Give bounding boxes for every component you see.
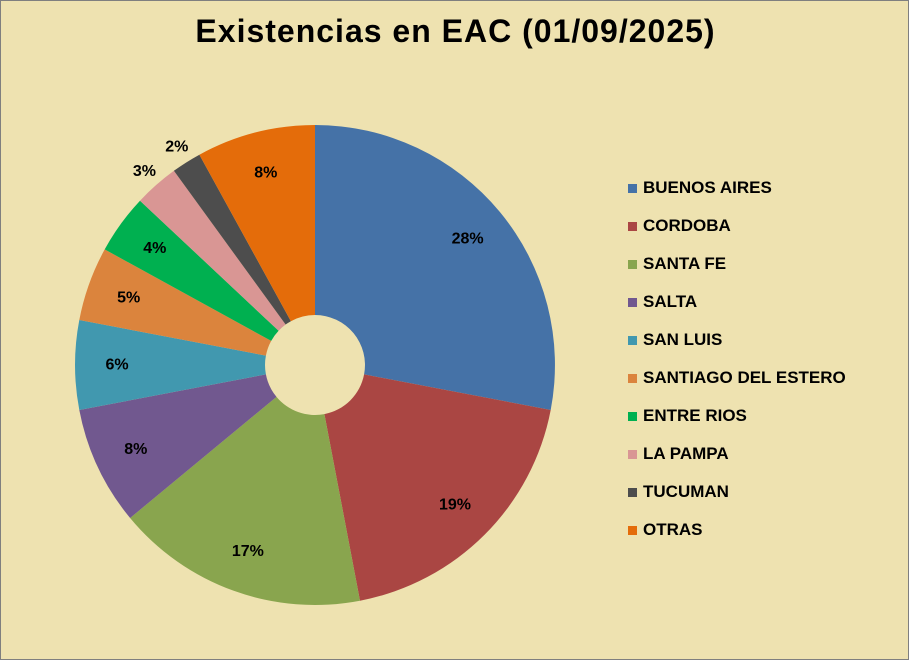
legend-swatch bbox=[628, 221, 637, 231]
legend-label: BUENOS AIRES bbox=[643, 178, 772, 197]
legend-item-otras: OTRAS bbox=[628, 511, 846, 549]
legend-swatch bbox=[628, 449, 637, 459]
data-label-entre-rios: 4% bbox=[143, 240, 166, 257]
pie-slice-la-pampa bbox=[140, 170, 286, 331]
legend-item-santa-fe: SANTA FE bbox=[628, 245, 846, 283]
pie-slice-san-luis bbox=[75, 320, 266, 410]
pie-slice-salta bbox=[79, 374, 277, 518]
pie-slice-santiago-del-estero bbox=[79, 249, 272, 356]
legend-label: SANTA FE bbox=[643, 254, 727, 273]
data-label-salta: 8% bbox=[124, 441, 147, 458]
chart-title: Existencias en EAC (01/09/2025) bbox=[195, 13, 716, 49]
legend-item-santiago-del-estero: SANTIAGO DEL ESTERO bbox=[628, 359, 846, 397]
pie-slice-santa-fe bbox=[130, 396, 360, 605]
data-label-santiago-del-estero: 5% bbox=[117, 289, 140, 306]
legend-label: TUCUMAN bbox=[643, 482, 729, 501]
legend-label: SAN LUIS bbox=[643, 330, 723, 349]
legend-item-salta: SALTA bbox=[628, 283, 846, 321]
legend-label: ENTRE RIOS bbox=[643, 406, 747, 425]
legend-swatch bbox=[628, 487, 637, 497]
pie-slice-cordoba bbox=[324, 374, 551, 601]
legend-item-buenos-aires: BUENOS AIRES bbox=[628, 169, 846, 207]
legend-swatch bbox=[628, 335, 637, 345]
legend-swatch bbox=[628, 259, 637, 269]
data-label-san-luis: 6% bbox=[105, 357, 128, 374]
legend-swatch bbox=[628, 373, 637, 383]
data-label-tucuman: 2% bbox=[165, 139, 188, 156]
legend-item-san-luis: SAN LUIS bbox=[628, 321, 846, 359]
legend-label: LA PAMPA bbox=[643, 444, 729, 463]
legend-swatch bbox=[628, 297, 637, 307]
legend-item-tucuman: TUCUMAN bbox=[628, 473, 846, 511]
legend: BUENOS AIRES CORDOBA SANTA FE SALTA SAN LUIS… bbox=[628, 169, 846, 549]
data-label-cordoba: 19% bbox=[439, 497, 471, 514]
data-label-buenos-aires: 28% bbox=[452, 230, 484, 247]
legend-label: SALTA bbox=[643, 292, 698, 311]
legend-label: OTRAS bbox=[643, 520, 703, 539]
legend-item-la-pampa: LA PAMPA bbox=[628, 435, 846, 473]
data-label-la-pampa: 3% bbox=[133, 163, 156, 180]
pie-slice-otras bbox=[199, 125, 315, 322]
legend-swatch bbox=[628, 525, 637, 535]
pie-slice-tucuman bbox=[173, 154, 291, 325]
legend-swatch bbox=[628, 411, 637, 421]
pie-slice-buenos-aires bbox=[315, 125, 555, 410]
pie-slice-entre-rios bbox=[104, 200, 279, 341]
data-label-santa-fe: 17% bbox=[232, 543, 264, 560]
data-label-otras: 8% bbox=[254, 165, 277, 182]
legend-swatch bbox=[628, 183, 637, 193]
legend-label: SANTIAGO DEL ESTERO bbox=[643, 368, 846, 387]
legend-item-entre-rios: ENTRE RIOS bbox=[628, 397, 846, 435]
legend-label: CORDOBA bbox=[643, 216, 731, 235]
legend-item-cordoba: CORDOBA bbox=[628, 207, 846, 245]
